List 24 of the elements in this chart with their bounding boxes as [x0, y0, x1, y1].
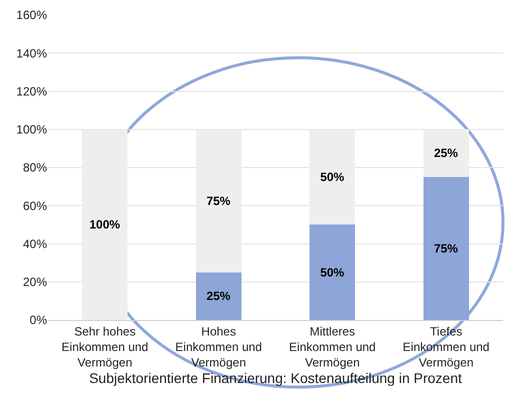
data-label: 25%: [206, 289, 231, 304]
y-tick-label: 120%: [16, 84, 48, 98]
data-label: 25%: [434, 146, 458, 160]
y-tick-label: 40%: [22, 236, 48, 251]
x-tick-label: Hohes Einkommen und Vermögen: [175, 324, 262, 370]
y-tick-label: 20%: [22, 275, 48, 290]
bar: [423, 177, 469, 320]
data-label: 100%: [89, 218, 120, 232]
x-axis-title: Subjektorientierte Finanzierung: Kostenaufteilung in Prozent: [89, 370, 462, 386]
bar: [310, 224, 356, 320]
x-tick-label: Sehr hohes Einkommen und Vermögen: [62, 324, 148, 370]
bar: [196, 272, 242, 320]
x-tick-label: Tiefes Einkommen und Vermögen: [402, 324, 490, 370]
data-label: 75%: [206, 194, 231, 208]
data-label: 50%: [320, 170, 345, 184]
x-tick-label: Mittleres Einkommen und Vermögen: [289, 324, 376, 370]
y-tick-label: 60%: [22, 198, 48, 213]
y-tick-label: 140%: [16, 46, 48, 60]
y-tick-label: 80%: [22, 160, 48, 175]
y-tick-label: 0%: [30, 313, 48, 328]
data-label: 50%: [320, 265, 345, 280]
data-label: 75%: [434, 242, 458, 256]
y-tick-label: 100%: [16, 122, 48, 137]
y-tick-label: 160%: [16, 8, 48, 22]
